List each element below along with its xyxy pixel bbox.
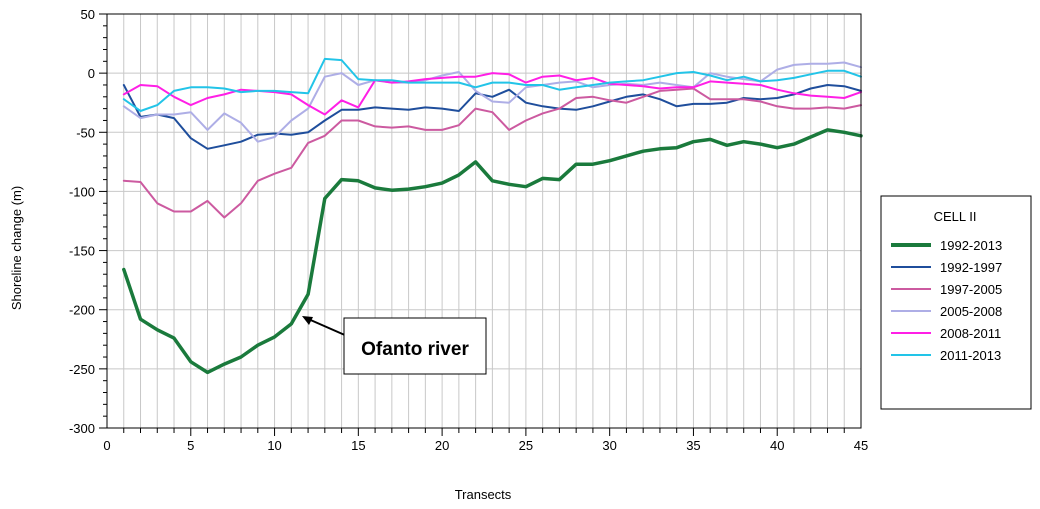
plot-frame — [106, 13, 862, 429]
x-tick-label: 45 — [854, 438, 868, 453]
legend-label: 2008-2011 — [940, 326, 1001, 341]
x-tick-label: 5 — [187, 438, 194, 453]
x-tick-label: 20 — [435, 438, 449, 453]
x-tick-label: 15 — [351, 438, 365, 453]
annotation-arrowhead — [302, 316, 313, 325]
legend-label: 1992-1997 — [940, 260, 1002, 275]
series-line-2011-2013 — [122, 57, 862, 112]
y-tick-label: -50 — [76, 125, 95, 140]
annotation: Ofanto river — [302, 316, 487, 375]
legend-title: CELL II — [934, 209, 977, 224]
series-line-1997-2005 — [122, 87, 862, 219]
x-tick-label: 0 — [103, 438, 110, 453]
x-tick-label: 40 — [770, 438, 784, 453]
y-tick-label: -100 — [69, 184, 95, 199]
y-tick-label: 0 — [88, 66, 95, 81]
y-tick-label: -250 — [69, 362, 95, 377]
y-axis-title: Shoreline change (m) — [9, 186, 24, 310]
x-tick-label: 35 — [686, 438, 700, 453]
y-tick-label: -150 — [69, 244, 95, 259]
grid — [107, 14, 861, 428]
series-line-1992-2013 — [122, 128, 863, 375]
x-axis-title: Transects — [455, 487, 512, 502]
legend-label: 1992-2013 — [940, 238, 1002, 253]
annotation-arrow — [305, 317, 348, 337]
y-tick-label: 50 — [81, 7, 95, 22]
x-tick-label: 25 — [519, 438, 533, 453]
y-tick-label: -300 — [69, 421, 95, 436]
legend-box — [880, 195, 1032, 410]
axes — [99, 13, 862, 436]
tick-labels: 0 5 10 15 20 25 30 35 40 45 50 0 -50 -100 -150 -200 -250… — [69, 7, 868, 453]
series-line-2008-2011 — [122, 72, 862, 116]
legend: CELL II 1992-2013 1992-1997 1997-2005 2005-… — [880, 195, 1032, 410]
x-tick-label: 10 — [267, 438, 281, 453]
annotation-label: Ofanto river — [361, 339, 469, 360]
legend-label: 2011-2013 — [940, 348, 1001, 363]
series-lines — [122, 57, 863, 375]
legend-label: 1997-2005 — [940, 282, 1002, 297]
y-tick-label: -200 — [69, 303, 95, 318]
legend-label: 2005-2008 — [940, 304, 1002, 319]
annotation-box — [343, 317, 487, 375]
x-tick-label: 30 — [602, 438, 616, 453]
